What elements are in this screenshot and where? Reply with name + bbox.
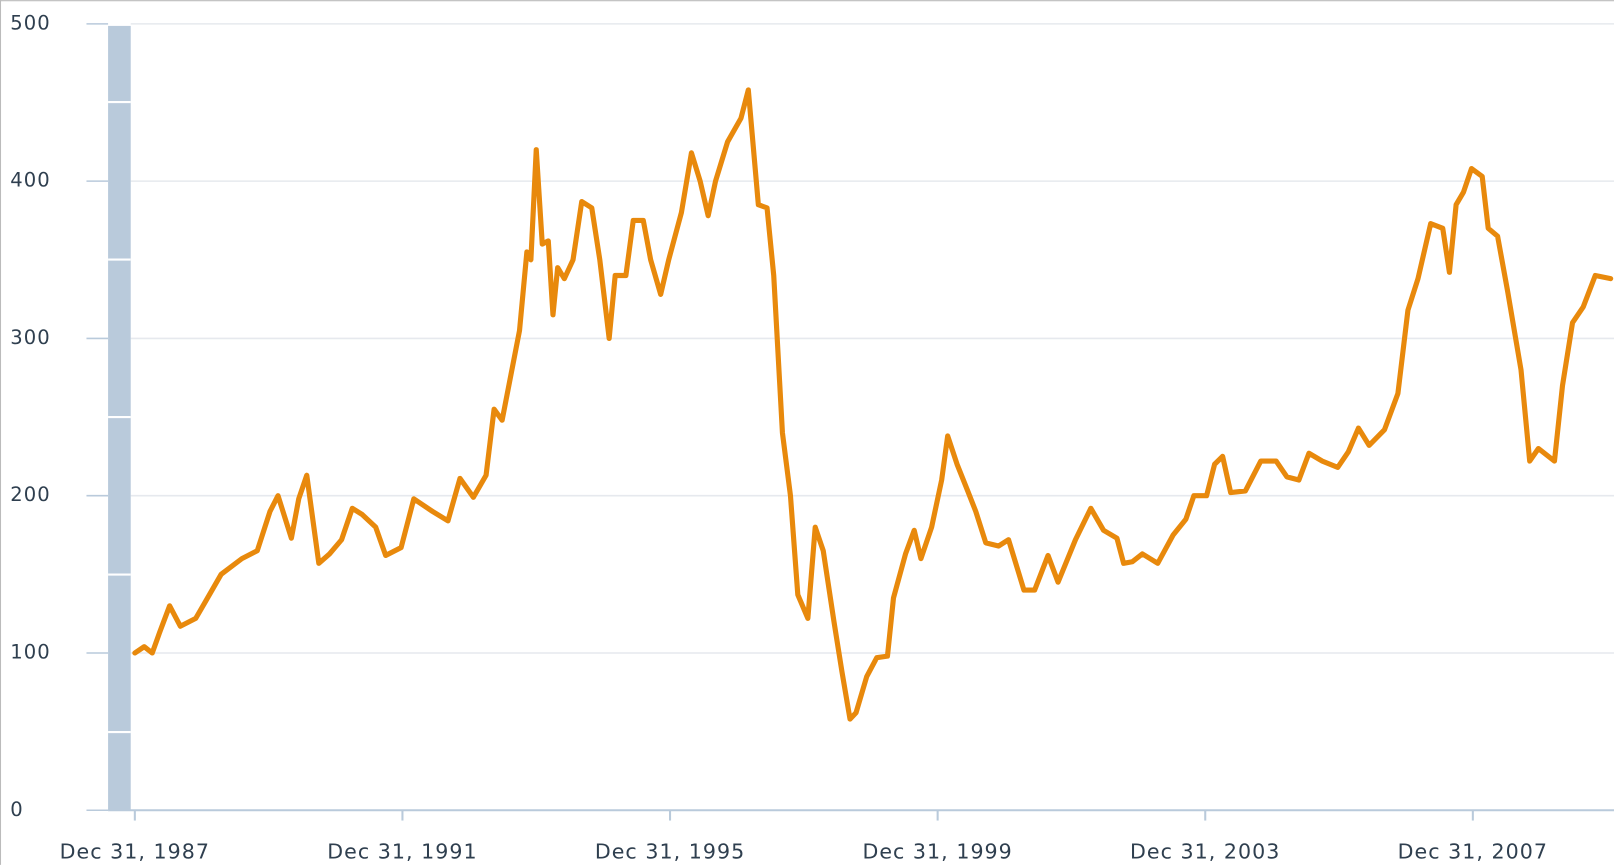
y-tick-label: 300 bbox=[10, 326, 50, 349]
x-tick-label: Dec 31, 1987 bbox=[60, 839, 210, 863]
price-line bbox=[132, 87, 1614, 722]
x-tick-label: Dec 31, 1999 bbox=[862, 839, 1012, 863]
scroll-bar-ticks bbox=[108, 101, 131, 734]
x-tick-label: Dec 31, 2007 bbox=[1398, 839, 1548, 863]
y-tick-label: 400 bbox=[10, 169, 50, 192]
y-tick-label: 500 bbox=[10, 11, 50, 34]
y-tick-label: 0 bbox=[10, 798, 23, 821]
y-tick-label: 200 bbox=[10, 483, 50, 506]
x-tick-label: Dec 31, 1991 bbox=[327, 839, 477, 863]
x-tick-label: Dec 31, 1995 bbox=[595, 839, 745, 863]
plot bbox=[132, 87, 1614, 722]
y-tick-label: 100 bbox=[10, 640, 50, 663]
x-tick-label: Dec 31, 2003 bbox=[1130, 839, 1280, 863]
grid: 0 100 200 300 400 500 Dec 31, 1987 Dec 31, 1991… bbox=[10, 11, 1614, 863]
